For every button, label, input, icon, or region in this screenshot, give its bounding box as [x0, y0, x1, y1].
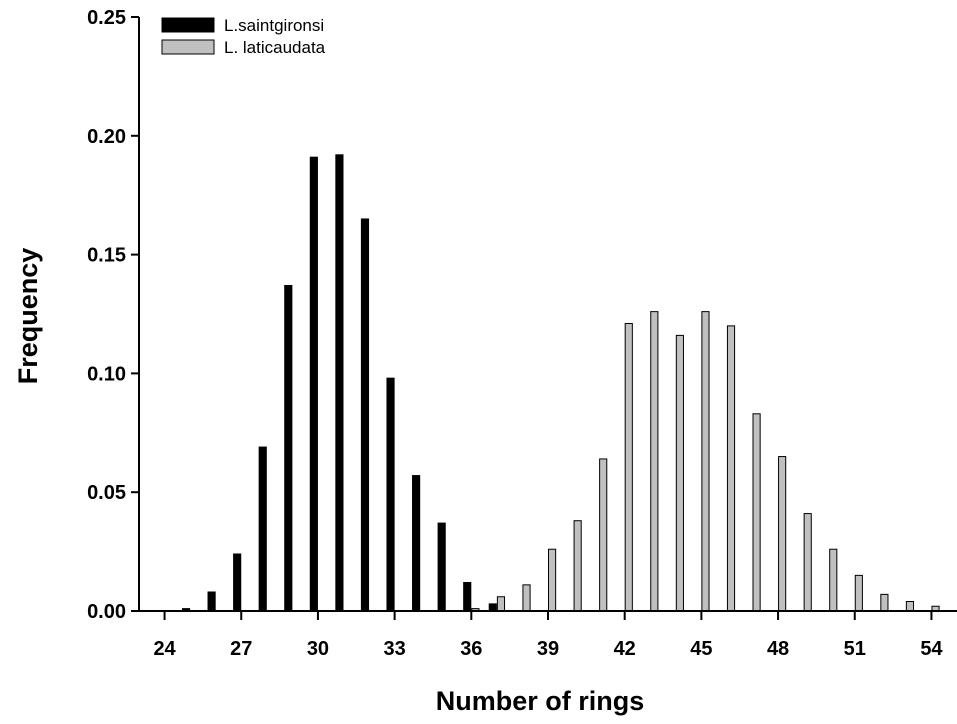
bar-saintgironsi — [360, 218, 370, 612]
legend-swatch — [161, 39, 215, 55]
x-tick-label: 36 — [460, 638, 482, 660]
legend-label: L.saintgironsi — [224, 16, 324, 35]
x-tick-label: 48 — [767, 638, 789, 660]
bar-saintgironsi — [258, 446, 267, 612]
bar-laticaudata — [522, 584, 531, 612]
bar-laticaudata — [803, 513, 812, 612]
y-tick-label: 0.20 — [87, 126, 126, 148]
bar-laticaudata — [829, 548, 838, 612]
x-axis-ticks: 24 27 30 33 36 39 42 45 48 51 54 — [153, 611, 943, 660]
bar-saintgironsi — [463, 581, 472, 612]
x-axis-label: Number of rings — [436, 686, 645, 716]
bar-laticaudata — [496, 596, 506, 612]
bars-layer — [181, 154, 940, 612]
bar-laticaudata — [650, 311, 659, 612]
bar-saintgironsi — [488, 603, 497, 612]
bar-laticaudata — [599, 458, 608, 612]
bar-laticaudata — [752, 413, 761, 612]
y-tick-label: 0.00 — [87, 601, 126, 623]
bar-laticaudata — [548, 548, 557, 612]
legend-swatch — [161, 17, 215, 33]
legend: L.saintgironsi L. laticaudata — [161, 16, 326, 57]
y-tick-label: 0.15 — [87, 245, 126, 267]
x-tick-label: 27 — [230, 638, 252, 660]
bar-laticaudata — [573, 520, 582, 612]
bar-saintgironsi — [412, 475, 421, 612]
bar-saintgironsi — [386, 377, 395, 612]
x-tick-label: 24 — [153, 638, 176, 660]
bar-laticaudata — [726, 325, 736, 612]
bar-saintgironsi — [233, 553, 242, 612]
x-tick-label: 51 — [844, 638, 866, 660]
x-tick-label: 45 — [690, 638, 712, 660]
bar-laticaudata — [675, 334, 684, 612]
bar-saintgironsi — [207, 591, 216, 612]
bar-saintgironsi — [437, 522, 446, 612]
legend-label: L. laticaudata — [224, 38, 326, 57]
y-axis-label: Frequency — [13, 248, 43, 385]
bar-laticaudata — [624, 323, 633, 612]
y-tick-label: 0.10 — [87, 363, 126, 385]
x-tick-label: 30 — [307, 638, 329, 660]
bar-saintgironsi — [335, 154, 344, 612]
x-tick-label: 33 — [384, 638, 406, 660]
y-tick-label: 0.25 — [87, 7, 126, 29]
bar-laticaudata — [778, 456, 787, 612]
bar-laticaudata — [880, 593, 889, 612]
bar-laticaudata — [905, 600, 915, 612]
x-tick-label: 39 — [537, 638, 559, 660]
y-tick-label: 0.05 — [87, 482, 126, 504]
bar-saintgironsi — [284, 284, 293, 612]
x-tick-label: 42 — [614, 638, 636, 660]
bar-saintgironsi — [309, 156, 318, 612]
bar-laticaudata — [701, 311, 710, 612]
x-tick-label: 54 — [920, 638, 943, 660]
y-axis-ticks: 0.00 0.05 0.10 0.15 0.20 0.25 — [87, 7, 139, 623]
bar-laticaudata — [854, 574, 863, 612]
